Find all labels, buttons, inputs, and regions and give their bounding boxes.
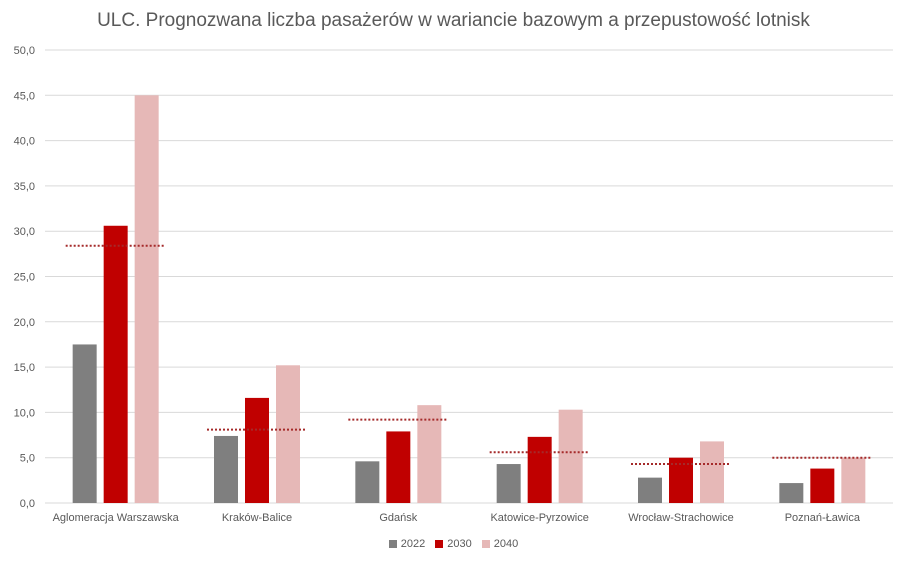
y-tick-label: 50,0 bbox=[14, 45, 35, 57]
y-tick-label: 45,0 bbox=[14, 90, 35, 102]
x-tick-label: Aglomeracja Warszawska bbox=[53, 512, 180, 524]
bar-2040 bbox=[558, 409, 583, 503]
y-tick-label: 0,0 bbox=[20, 498, 35, 510]
bar-2040 bbox=[134, 95, 159, 504]
y-tick-label: 10,0 bbox=[14, 407, 35, 419]
bar-2040 bbox=[417, 405, 442, 503]
x-tick-label: Gdańsk bbox=[379, 512, 417, 524]
legend-item: 2022 bbox=[388, 538, 426, 550]
x-tick-label: Poznań-Ławica bbox=[785, 512, 861, 524]
legend-label: 2022 bbox=[400, 538, 426, 550]
legend-item: 2030 bbox=[435, 538, 472, 550]
bar-2022 bbox=[638, 477, 662, 503]
bar-2022 bbox=[496, 464, 521, 503]
bar-2040 bbox=[841, 457, 866, 503]
bar-2022 bbox=[214, 435, 238, 503]
x-tick-label: Katowice-Pyrzowice bbox=[490, 512, 588, 524]
chart-title: ULC. Prognozwana liczba pasażerów w wari… bbox=[97, 10, 810, 31]
chart-legend: 2022 2030 2040 bbox=[0, 538, 907, 550]
bar-2040 bbox=[700, 441, 724, 503]
y-tick-label: 5,0 bbox=[20, 453, 35, 465]
bar-2030 bbox=[386, 431, 411, 503]
x-tick-label: Wrocław-Strachowice bbox=[628, 512, 734, 524]
bar-2030 bbox=[103, 225, 128, 503]
bar-2022 bbox=[72, 344, 97, 503]
bar-2030 bbox=[245, 397, 269, 503]
y-tick-label: 20,0 bbox=[14, 317, 35, 329]
legend-swatch bbox=[388, 540, 397, 548]
legend-item: 2040 bbox=[481, 538, 519, 550]
bar-2030 bbox=[810, 468, 835, 503]
bar-2022 bbox=[779, 483, 804, 503]
y-tick-label: 35,0 bbox=[14, 181, 35, 193]
x-tick-label: Kraków-Balice bbox=[222, 512, 292, 524]
legend-label: 2040 bbox=[493, 538, 519, 550]
legend-swatch bbox=[481, 540, 490, 548]
bar-2022 bbox=[355, 461, 380, 503]
legend-swatch bbox=[435, 540, 444, 548]
bar-2030 bbox=[527, 436, 552, 503]
bar-2040 bbox=[276, 365, 300, 503]
y-tick-label: 40,0 bbox=[14, 136, 35, 148]
bar-2030 bbox=[669, 457, 693, 503]
y-tick-label: 15,0 bbox=[14, 362, 35, 374]
y-tick-label: 30,0 bbox=[14, 226, 35, 238]
legend-label: 2030 bbox=[447, 538, 472, 550]
y-tick-label: 25,0 bbox=[14, 272, 35, 284]
